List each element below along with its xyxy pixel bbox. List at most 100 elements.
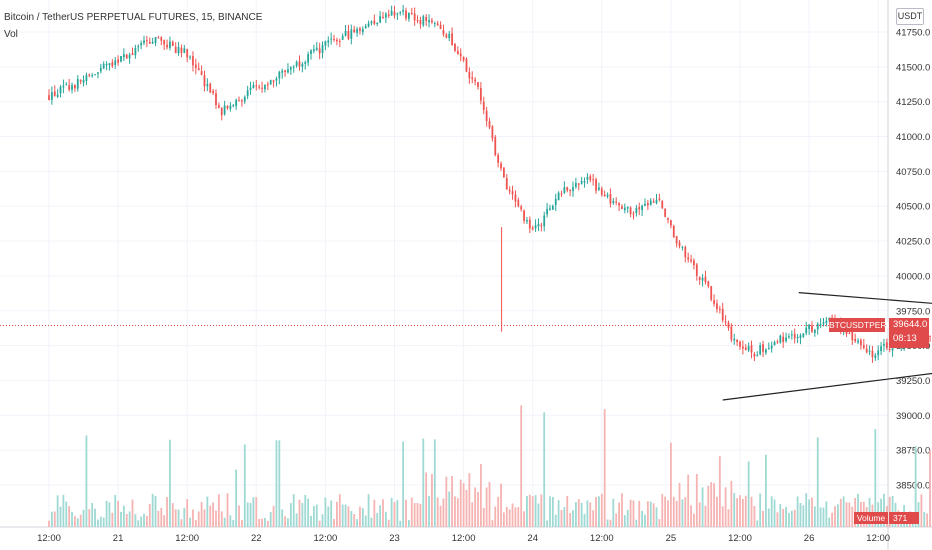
x-tick-label: 26 <box>804 533 815 544</box>
candle-body <box>304 62 307 64</box>
candle-body <box>229 105 232 109</box>
volume-bar <box>120 511 122 527</box>
volume-bar <box>174 509 177 527</box>
triangle-lower-trendline <box>722 372 932 401</box>
volume-bar <box>261 518 263 527</box>
volume-bar <box>540 494 543 527</box>
volume-bar <box>226 493 229 527</box>
candle-body <box>76 79 79 89</box>
candle-body <box>275 78 278 81</box>
candle-body <box>782 336 785 343</box>
volume-bar <box>733 493 736 527</box>
x-tick-label: 12:00 <box>866 533 890 544</box>
volume-bar <box>857 493 859 527</box>
volume-bar <box>744 495 747 527</box>
candle-body <box>621 206 623 209</box>
candle-body <box>238 100 240 102</box>
volume-indicator-label[interactable]: Vol <box>4 29 18 40</box>
candle-body <box>672 225 675 238</box>
volume-bar <box>672 496 675 527</box>
volume-bar <box>53 511 56 527</box>
volume-bar <box>802 505 805 527</box>
volume-bar <box>589 502 592 527</box>
volume-bar <box>338 494 341 527</box>
candle-body <box>364 26 367 29</box>
volume-bar <box>914 446 917 527</box>
candle-body <box>163 40 166 45</box>
candle-body <box>474 79 477 82</box>
volume-bar <box>143 513 145 527</box>
volume-bar <box>321 514 324 527</box>
candle-body <box>857 340 859 343</box>
volume-bar <box>344 504 347 527</box>
candle-body <box>402 9 405 12</box>
volume-bar <box>831 512 834 527</box>
volume-bar <box>701 487 704 527</box>
candle-body <box>255 85 258 87</box>
candle-body <box>65 84 68 86</box>
volume-bar <box>747 461 750 527</box>
candle-body <box>701 277 704 281</box>
candle-body <box>569 189 572 191</box>
volume-bar <box>718 456 721 527</box>
volume-bar <box>926 513 929 527</box>
candle-body <box>117 59 119 63</box>
candle-body <box>664 208 667 217</box>
candle-body <box>215 93 217 106</box>
volume-bar <box>180 519 183 527</box>
candle-body <box>416 20 419 22</box>
volume-tag-label: Volume <box>854 512 888 524</box>
candle-body <box>68 85 71 90</box>
volume-bar <box>891 495 894 527</box>
candle-body <box>433 23 436 25</box>
symbol-title[interactable]: Bitcoin / TetherUS PERPETUAL FUTURES, 15… <box>4 12 263 23</box>
volume-bar <box>664 496 667 527</box>
volume-bar <box>74 516 76 527</box>
volume-bar <box>312 506 315 527</box>
candle-body <box>128 54 131 59</box>
volume-bar <box>373 499 376 527</box>
volume-bar <box>813 506 816 527</box>
volume-bar <box>183 507 186 527</box>
volume-bar <box>145 515 148 527</box>
volume-bar <box>765 454 767 527</box>
candle-body <box>410 12 413 14</box>
volume-bar <box>330 500 333 527</box>
candle-body <box>462 56 465 61</box>
candle-body <box>482 101 485 110</box>
candle-body <box>261 87 263 89</box>
candle-body <box>212 90 215 94</box>
volume-bar <box>759 493 762 527</box>
volume-bar <box>287 518 289 527</box>
volume-bar <box>874 429 877 527</box>
candle-body <box>99 68 102 72</box>
candle-body <box>422 16 425 26</box>
candle-body <box>520 206 523 210</box>
volume-bar <box>721 506 724 527</box>
y-tick-label: 39000.0 <box>896 411 930 422</box>
volume-bar <box>598 496 600 527</box>
currency-button[interactable]: USDT <box>896 8 924 25</box>
volume-bar <box>405 499 407 527</box>
volume-bar <box>474 487 477 527</box>
candle-body <box>816 323 819 330</box>
candle-body <box>707 281 710 287</box>
candle-body <box>359 28 361 31</box>
candle-body <box>788 336 790 338</box>
volume-bar <box>479 463 482 527</box>
volume-bar <box>595 497 597 527</box>
volume-bar <box>359 506 361 527</box>
candle-body <box>635 208 638 214</box>
volume-bar <box>606 519 609 527</box>
candle-body <box>284 70 286 73</box>
candle-body <box>151 42 154 44</box>
candle-body <box>445 34 448 38</box>
candle-body <box>390 10 393 16</box>
volume-bar <box>114 494 117 527</box>
volume-bar <box>767 508 770 527</box>
volume-bar <box>580 502 583 527</box>
candle-body <box>171 41 174 46</box>
candle-body <box>684 247 687 258</box>
volume-bar <box>704 505 707 527</box>
